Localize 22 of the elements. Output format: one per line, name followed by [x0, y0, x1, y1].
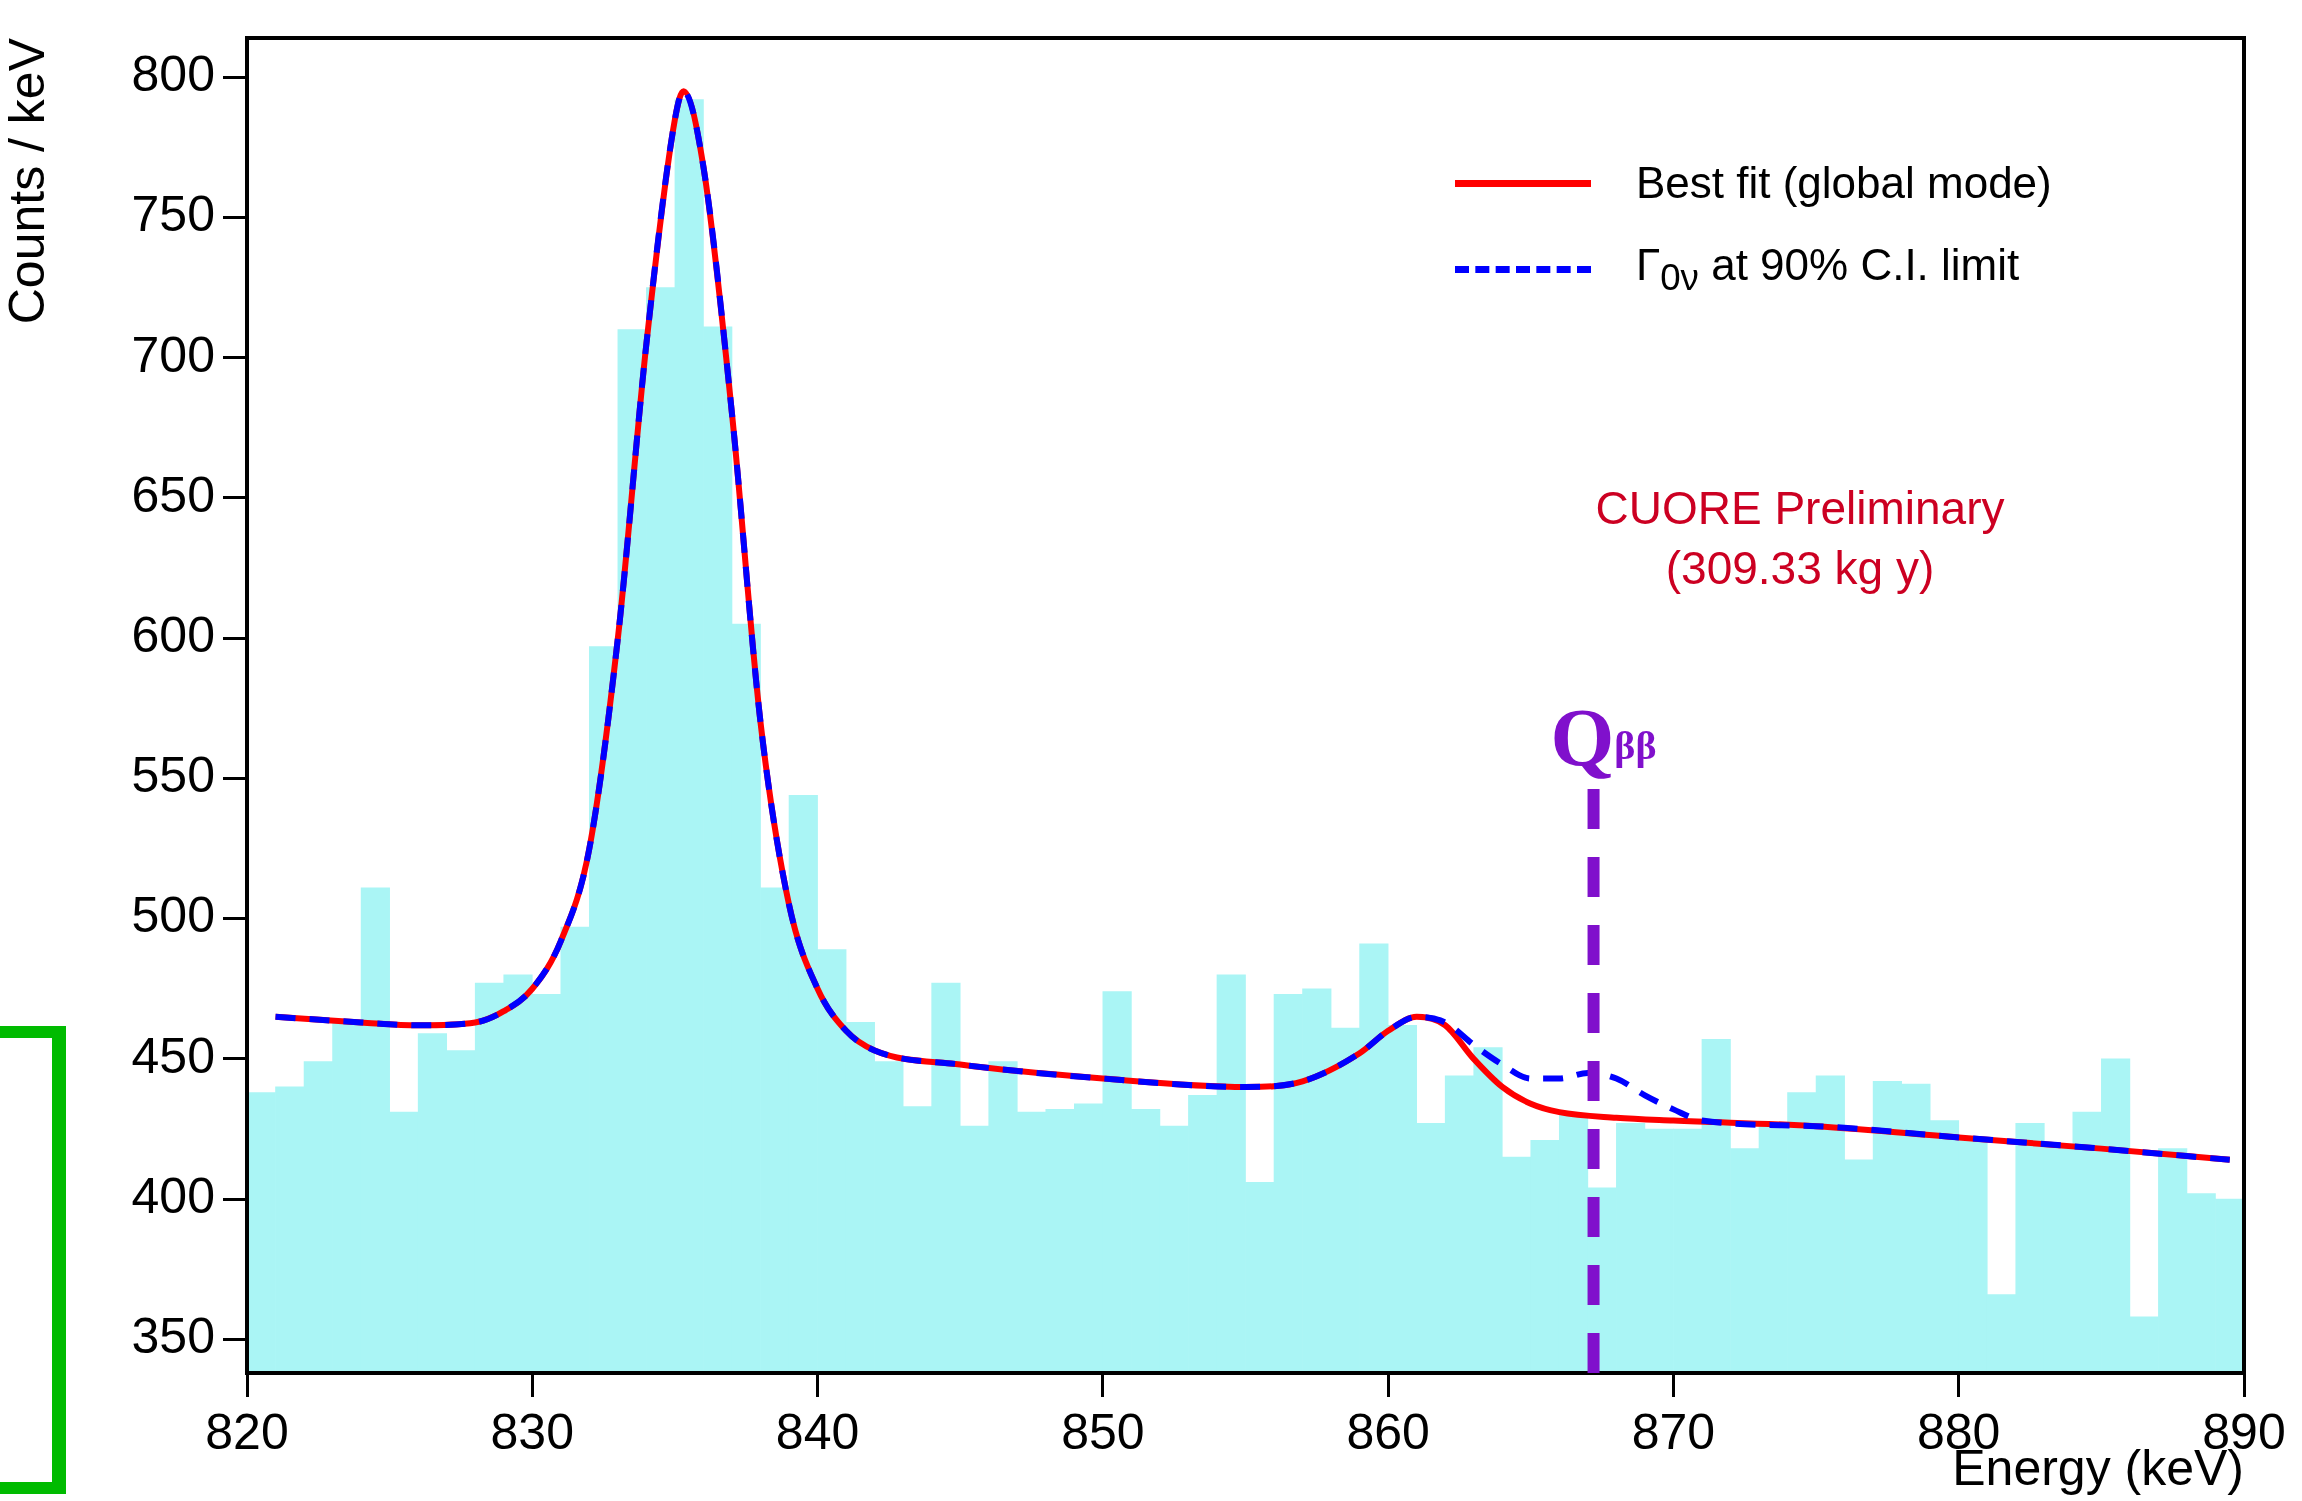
legend-label: Best fit (global mode)	[1636, 158, 2052, 208]
y-tick-label: 550	[131, 747, 215, 804]
y-tick-label: 600	[131, 606, 215, 663]
x-tick-label: 870	[1631, 1403, 1716, 1460]
y-axis-title: Counts / keV	[0, 37, 55, 325]
x-tick-label: 820	[205, 1403, 289, 1460]
legend-label: Γ$_{0ν}$ at 90% C.I. limit	[1636, 239, 2020, 299]
y-tick-label: 500	[131, 887, 215, 944]
y-tick-label: 800	[131, 46, 215, 103]
y-tick-label: 700	[131, 326, 215, 383]
x-tick-label: 840	[775, 1403, 860, 1460]
y-tick-label: 450	[131, 1027, 215, 1084]
ref-line-label: Qββ	[1550, 692, 1657, 783]
y-tick-label: 400	[131, 1167, 215, 1224]
y-tick-label: 750	[131, 186, 215, 243]
x-tick-label: 830	[490, 1403, 574, 1460]
y-tick-label: 650	[131, 466, 215, 523]
y-tick-label: 350	[131, 1308, 215, 1365]
annotation: CUORE Preliminary	[1594, 481, 2006, 536]
x-tick-label: 860	[1346, 1403, 1430, 1460]
annotation: (309.33 kg y)	[1664, 541, 1936, 596]
x-tick-label: 850	[1061, 1403, 1145, 1460]
